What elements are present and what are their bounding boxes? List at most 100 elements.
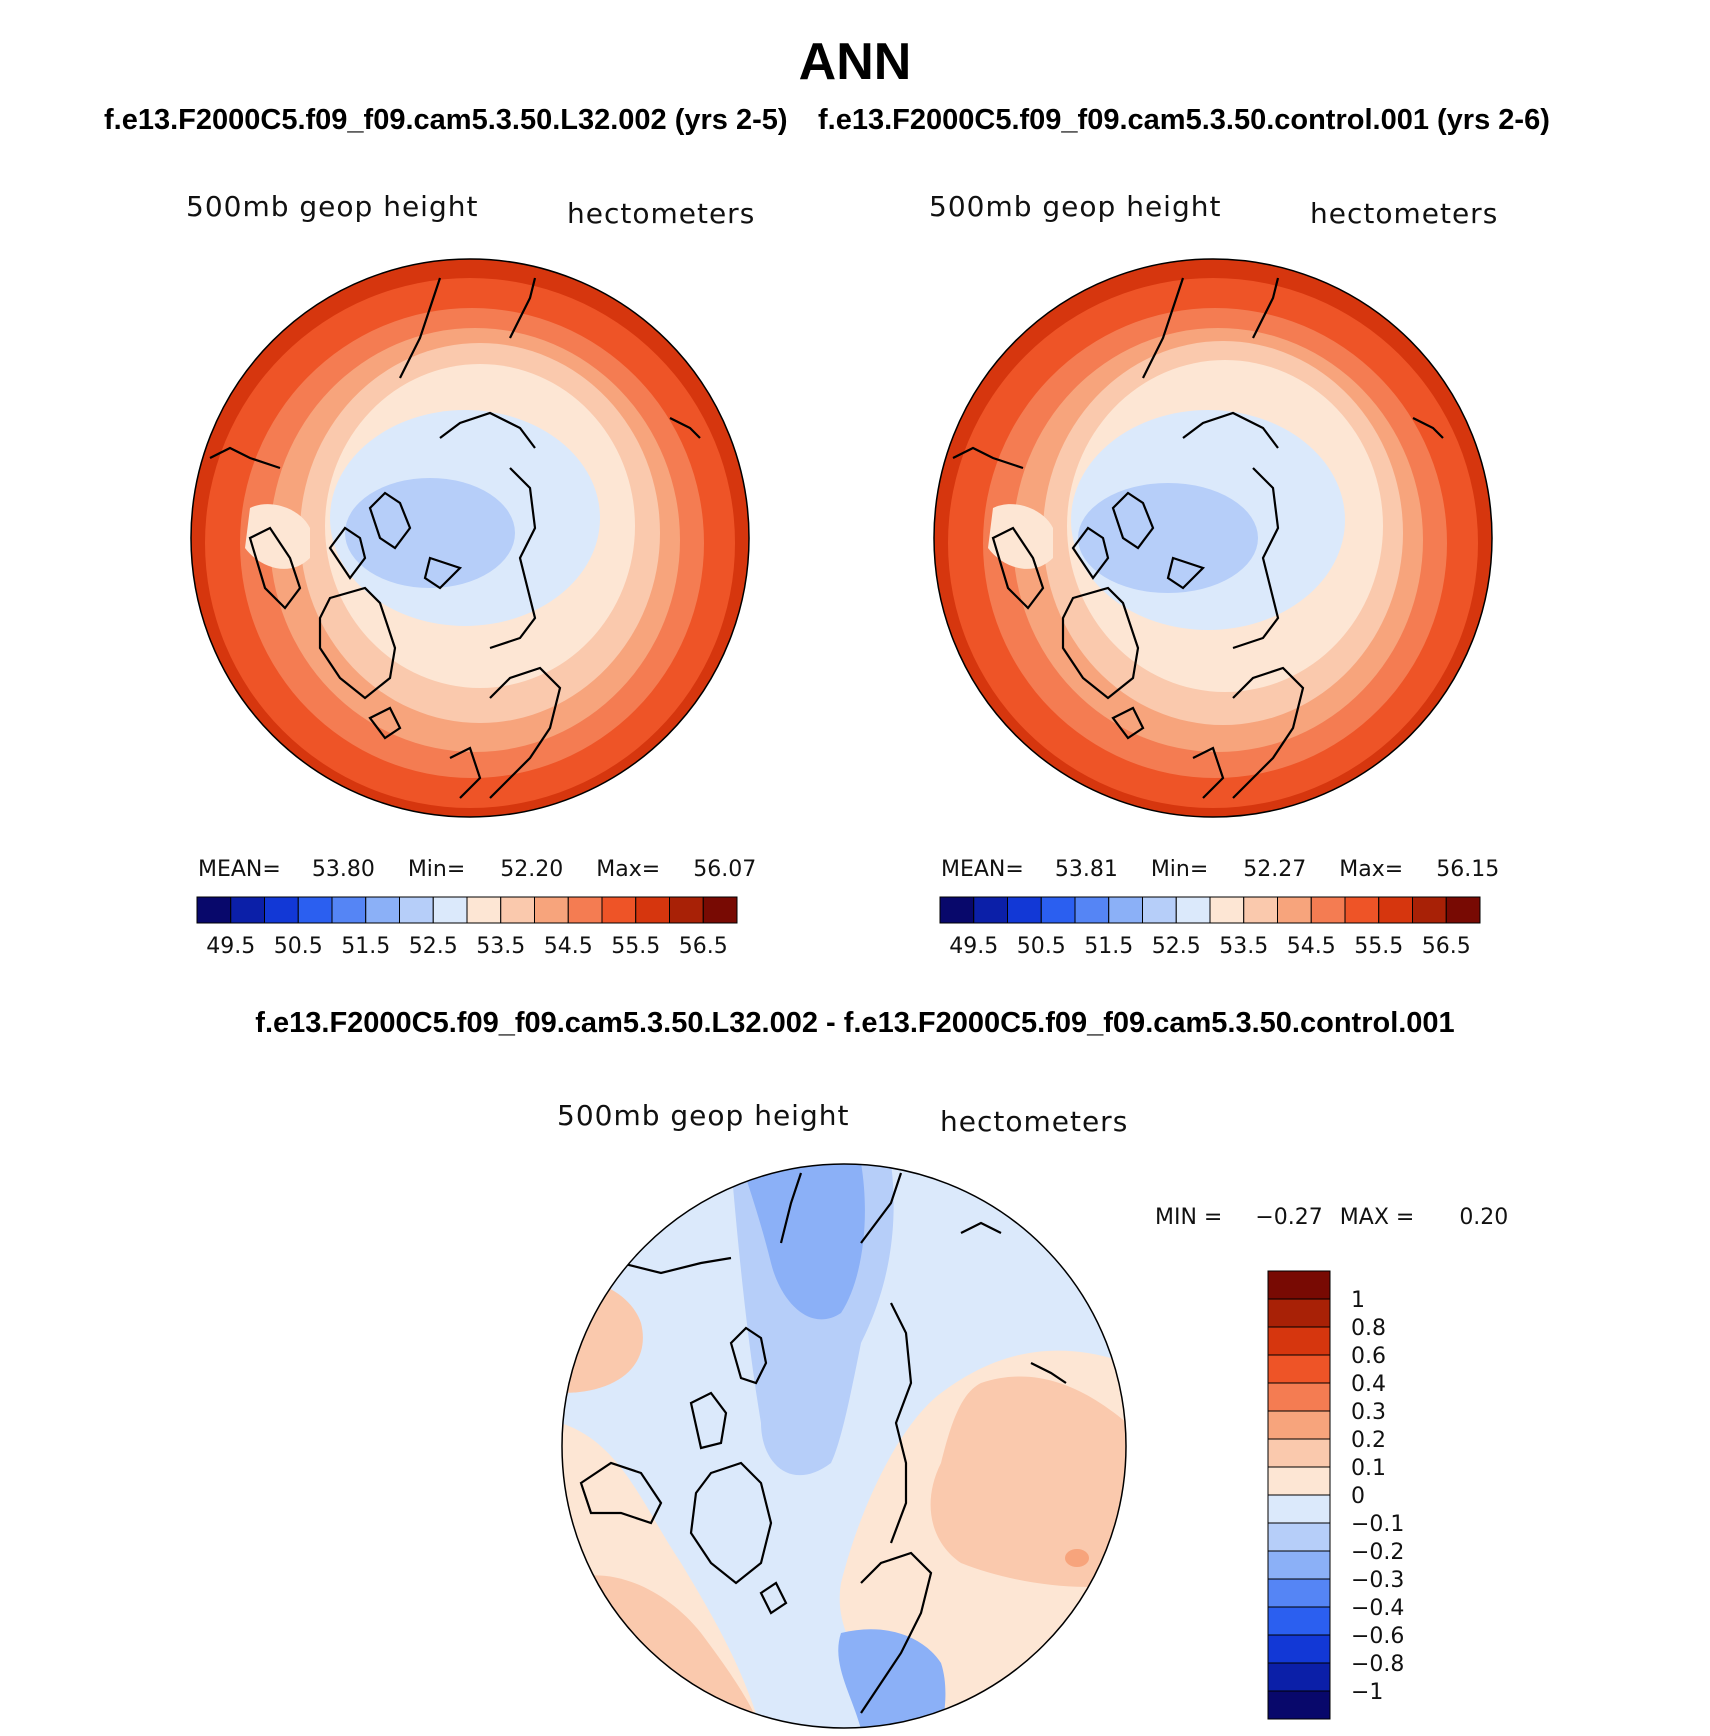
right-colorbar-swatch — [1175, 896, 1211, 924]
right-max-label: Max= — [1339, 857, 1404, 882]
left-coastlines — [209, 277, 701, 799]
right-colorbar-swatch — [1108, 896, 1143, 924]
difference-colorbar-swatch — [1267, 1634, 1331, 1664]
difference-colorbar: 1 0.8 0.6 0.4 0.3 0.2 0.1 0 −0.1 −0.2 −0.3 −0.4 −0.6… — [1267, 1270, 1404, 1720]
right-min-value: 52.27 — [1243, 857, 1307, 882]
difference-colorbar-tick-label: 0.8 — [1351, 1316, 1386, 1341]
left-min-value: 52.20 — [500, 857, 564, 882]
left-mean-value: 53.80 — [311, 857, 375, 882]
right-colorbar-swatch — [1040, 896, 1076, 924]
right-case-title: f.e13.F2000C5.f09_f09.cam5.3.50.control.… — [818, 104, 1550, 136]
right-variable-label: 500mb geop height — [929, 190, 1222, 223]
left-colorbar-swatch — [466, 896, 502, 924]
left-colorbar-swatch — [297, 896, 333, 924]
left-mean-label: MEAN= — [198, 857, 281, 882]
left-units-label: hectometers — [567, 197, 756, 230]
right-mean-label: MEAN= — [941, 857, 1024, 882]
right-colorbar-tick-label: 55.5 — [1354, 934, 1403, 959]
difference-colorbar-tick-label: 0.2 — [1351, 1428, 1386, 1453]
right-colorbar-swatch — [1277, 896, 1312, 924]
right-min-label: Min= — [1150, 857, 1209, 882]
difference-colorbar-swatch — [1267, 1578, 1331, 1608]
left-colorbar-tick-label: 51.5 — [341, 934, 390, 959]
diff-min-label: MIN = — [1155, 1205, 1223, 1230]
left-colorbar-swatch — [669, 896, 704, 924]
difference-colorbar-swatch — [1267, 1662, 1331, 1692]
right-colorbar-swatch — [1378, 896, 1413, 924]
right-colorbar-swatch — [1310, 896, 1346, 924]
left-case-title: f.e13.F2000C5.f09_f09.cam5.3.50.L32.002 … — [104, 104, 788, 136]
right-colorbar-tick-label: 51.5 — [1084, 934, 1133, 959]
difference-colorbar-swatch — [1267, 1690, 1331, 1720]
left-colorbar-swatch — [399, 896, 434, 924]
right-colorbar-swatch — [1445, 896, 1481, 924]
difference-colorbar-swatch — [1267, 1550, 1331, 1580]
right-colorbar-tick-label: 53.5 — [1219, 934, 1268, 959]
difference-colorbar-swatch — [1267, 1354, 1331, 1384]
left-min-label: Min= — [407, 857, 466, 882]
difference-colorbar-swatch — [1267, 1410, 1331, 1440]
difference-colorbar-swatch — [1267, 1382, 1331, 1412]
difference-colorbar-tick-label: 0.6 — [1351, 1344, 1386, 1369]
right-colorbar-swatch — [1007, 896, 1042, 924]
difference-colorbar-tick-label: −1 — [1351, 1680, 1383, 1705]
left-max-value: 56.07 — [693, 857, 757, 882]
left-colorbar-tick-label: 52.5 — [409, 934, 458, 959]
left-colorbar-tick-label: 55.5 — [611, 934, 660, 959]
difference-title: f.e13.F2000C5.f09_f09.cam5.3.50.L32.002 … — [255, 1007, 1455, 1039]
diff-units-label: hectometers — [940, 1105, 1129, 1138]
right-colorbar-swatch — [973, 896, 1008, 924]
left-colorbar-swatch — [702, 896, 738, 924]
right-colorbar-swatch — [1074, 896, 1110, 924]
left-colorbar-swatch — [601, 896, 637, 924]
difference-colorbar-tick-label: 1 — [1351, 1288, 1365, 1313]
difference-colorbar-swatch — [1267, 1438, 1331, 1468]
right-mean-value: 53.81 — [1054, 857, 1118, 882]
left-stats: MEAN= 53.80 Min= 52.20 Max= 56.07 — [198, 857, 756, 882]
right-colorbar-swatch — [1243, 896, 1278, 924]
difference-colorbar-tick-label: 0.4 — [1351, 1372, 1386, 1397]
figure-title: ANN — [798, 33, 912, 91]
difference-colorbar-tick-label: −0.6 — [1351, 1624, 1404, 1649]
left-colorbar-swatch — [331, 896, 367, 924]
right-colorbar-swatch — [1344, 896, 1380, 924]
left-max-label: Max= — [596, 857, 661, 882]
left-colorbar-tick-label: 54.5 — [544, 934, 593, 959]
diff-coastlines — [579, 1172, 1067, 1714]
right-colorbar-tick-label: 50.5 — [1017, 934, 1066, 959]
difference-colorbar-tick-label: −0.2 — [1351, 1540, 1404, 1565]
difference-colorbar-tick-label: −0.1 — [1351, 1512, 1404, 1537]
left-colorbar-swatch — [264, 896, 299, 924]
difference-polar-map — [561, 1163, 1127, 1729]
right-colorbar-swatch — [1209, 896, 1245, 924]
diff-max-value: 0.20 — [1459, 1205, 1509, 1230]
left-colorbar-tick-label: 53.5 — [476, 934, 525, 959]
difference-colorbar-swatch — [1267, 1522, 1331, 1552]
right-colorbar-tick-label: 56.5 — [1422, 934, 1471, 959]
left-colorbar-swatch — [196, 896, 232, 924]
left-polar-map — [190, 258, 750, 818]
difference-colorbar-tick-label: −0.8 — [1351, 1652, 1404, 1677]
left-colorbar-swatch — [230, 896, 265, 924]
diff-variable-label: 500mb geop height — [557, 1099, 850, 1132]
right-colorbar-tick-label: 49.5 — [949, 934, 998, 959]
difference-colorbar-swatch — [1267, 1494, 1331, 1524]
right-polar-map — [933, 258, 1493, 818]
left-colorbar-swatch — [534, 896, 569, 924]
difference-colorbar-swatch — [1267, 1466, 1331, 1496]
left-colorbar-swatch — [432, 896, 468, 924]
difference-colorbar-swatch — [1267, 1298, 1331, 1328]
left-colorbar-tick-label: 50.5 — [274, 934, 323, 959]
difference-colorbar-tick-label: 0.1 — [1351, 1456, 1386, 1481]
right-units-label: hectometers — [1310, 197, 1499, 230]
right-max-value: 56.15 — [1436, 857, 1500, 882]
left-colorbar-swatch — [567, 896, 603, 924]
difference-colorbar-swatch — [1267, 1606, 1331, 1636]
right-stats: MEAN= 53.81 Min= 52.27 Max= 56.15 — [941, 857, 1499, 882]
right-colorbar-swatch — [1142, 896, 1177, 924]
diff-min-value: −0.27 — [1255, 1205, 1323, 1230]
left-colorbar: 49.5 50.5 51.5 52.5 53.5 54.5 55.5 56.5 — [196, 896, 738, 959]
left-variable-label: 500mb geop height — [186, 190, 479, 223]
difference-colorbar-swatch — [1267, 1270, 1331, 1300]
right-coastlines — [952, 277, 1444, 799]
